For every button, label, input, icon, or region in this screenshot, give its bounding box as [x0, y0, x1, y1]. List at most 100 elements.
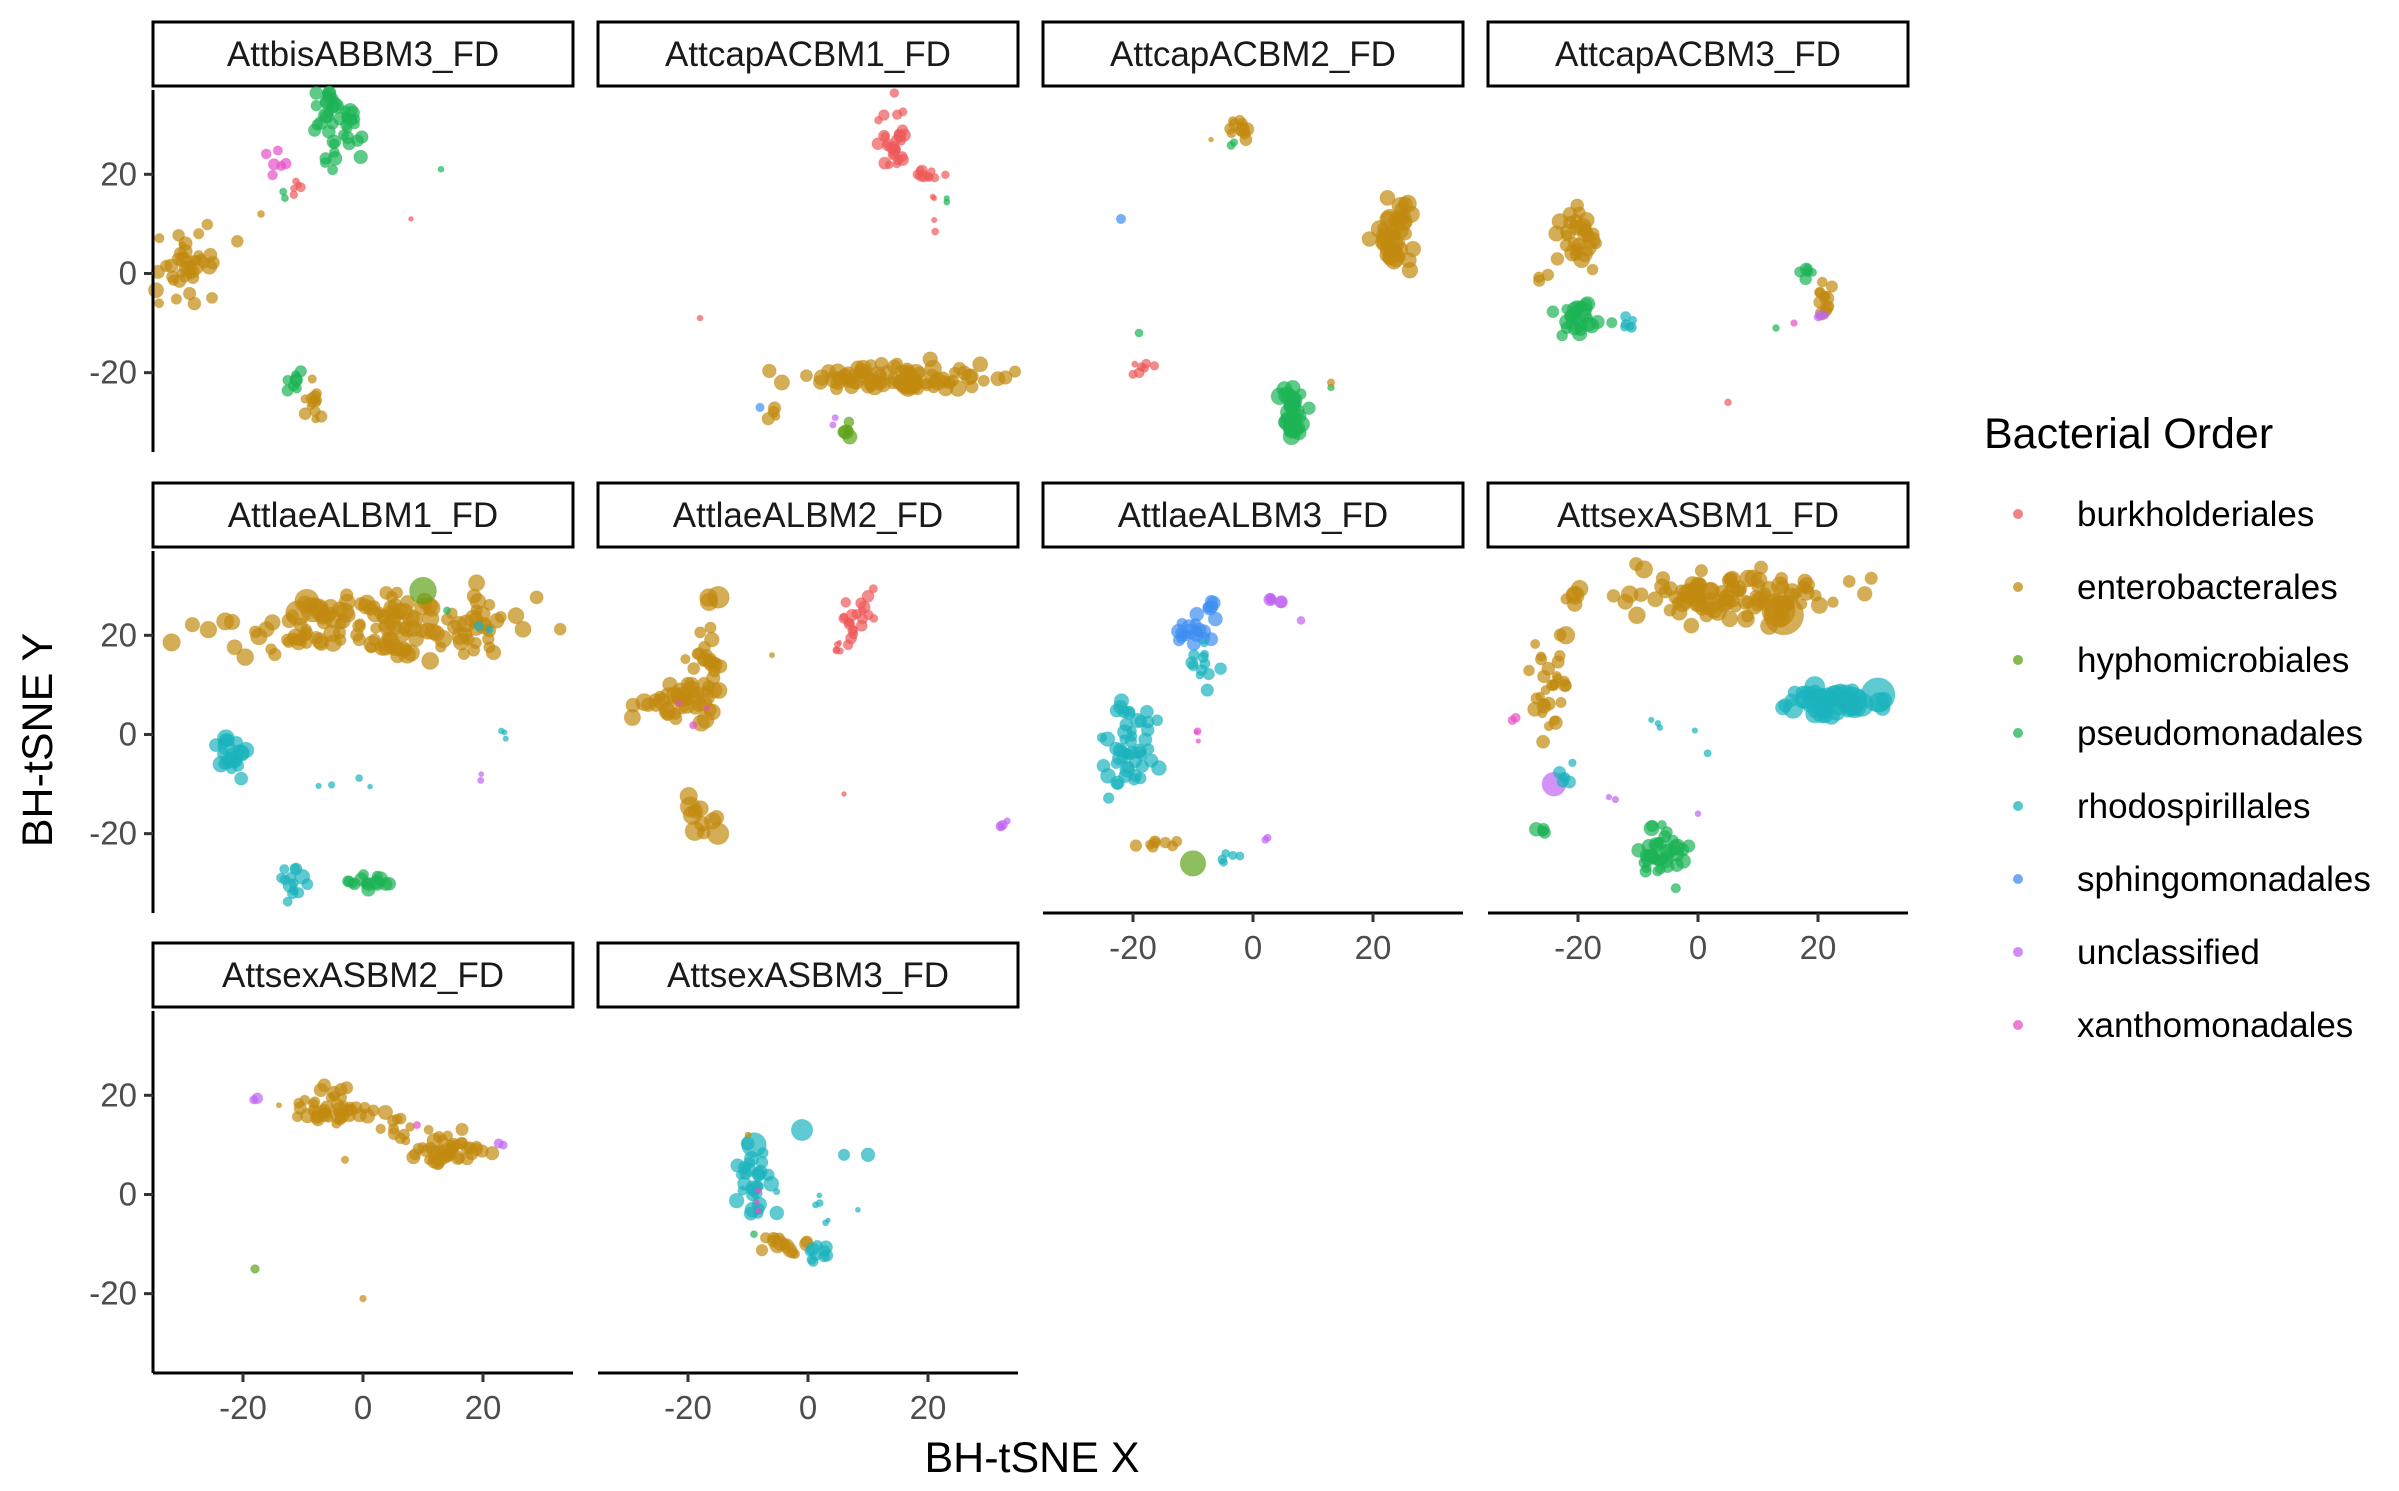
facet-points	[696, 88, 1022, 445]
facet-strip	[151, 20, 575, 88]
legend-key	[2013, 728, 2023, 738]
facet-AttsexASBM2_FD: AttsexASBM2_FD 20 0 -20 -20 0 20	[89, 941, 575, 1426]
facet-strip-label: AttsexASBM2_FD	[222, 956, 504, 995]
data-point-enterobacterales	[1763, 594, 1805, 636]
data-point-rhodospirillales	[860, 1147, 876, 1163]
data-point-rhodospirillales	[812, 1201, 820, 1209]
x-tick-label: 20	[465, 1389, 502, 1426]
data-point-rhodospirillales	[1783, 698, 1804, 719]
data-point-enterobacterales	[1810, 596, 1829, 614]
data-point-enterobacterales	[1530, 638, 1541, 650]
data-point-enterobacterales	[460, 1152, 474, 1166]
data-point-rhodospirillales	[288, 885, 299, 896]
data-point-rhodospirillales	[751, 1168, 766, 1182]
x-tick-label: 0	[799, 1389, 817, 1426]
data-point-rhodospirillales	[1119, 734, 1130, 745]
data-point-enterobacterales	[257, 210, 265, 218]
data-point-burkholderiales	[931, 227, 940, 236]
data-point-burkholderiales	[931, 216, 938, 224]
data-point-enterobacterales	[1541, 696, 1556, 711]
data-point-burkholderiales	[1149, 361, 1160, 371]
data-point-rhodospirillales	[1121, 760, 1135, 774]
data-point-enterobacterales	[350, 628, 364, 642]
legend-title: Bacterial Order	[1984, 410, 2273, 458]
facet-points	[623, 584, 1011, 846]
data-point-enterobacterales	[691, 648, 704, 660]
data-point-enterobacterales	[427, 1151, 440, 1164]
data-point-enterobacterales	[398, 1128, 411, 1141]
data-point-enterobacterales	[446, 1141, 460, 1156]
data-point-rhodospirillales	[485, 625, 494, 634]
data-point-enterobacterales	[469, 593, 487, 610]
data-point-enterobacterales	[1224, 122, 1236, 135]
data-point-unclassified	[1694, 810, 1702, 818]
data-point-rhodospirillales	[502, 735, 509, 742]
data-point-pseudomonadales	[1573, 300, 1587, 314]
data-point-rhodospirillales	[728, 1192, 745, 1209]
data-point-enterobacterales	[853, 365, 866, 378]
data-point-rhodospirillales	[276, 872, 287, 884]
facet-strip-label: AttcapACBM1_FD	[665, 35, 951, 74]
data-point-enterobacterales	[275, 1102, 283, 1109]
data-point-pseudomonadales	[943, 195, 950, 202]
data-point-enterobacterales	[799, 369, 813, 383]
data-point-enterobacterales	[223, 613, 241, 631]
data-point-burkholderiales	[1133, 367, 1145, 379]
data-point-rhodospirillales	[741, 1132, 767, 1158]
data-point-enterobacterales	[972, 356, 989, 373]
data-point-enterobacterales	[1566, 596, 1583, 612]
data-point-enterobacterales	[770, 1232, 781, 1243]
data-point-unclassified	[477, 776, 485, 785]
data-point-burkholderiales	[863, 609, 874, 621]
legend-key	[2013, 1020, 2023, 1030]
data-point-enterobacterales	[167, 274, 180, 287]
data-point-enterobacterales	[1208, 136, 1214, 143]
data-point-burkholderiales	[696, 314, 704, 322]
facet-strip-label: AttlaeALBM2_FD	[673, 496, 943, 535]
data-point-enterobacterales	[1586, 263, 1599, 276]
data-point-rhodospirillales	[1620, 311, 1632, 323]
data-point-burkholderiales	[868, 584, 878, 594]
data-point-enterobacterales	[170, 293, 183, 305]
data-point-pseudomonadales	[1670, 883, 1682, 894]
data-point-pseudomonadales	[1802, 263, 1813, 274]
legend-item-rhodospirillales: rhodospirillales	[2013, 787, 2310, 826]
data-point-enterobacterales	[374, 640, 391, 656]
legend-key	[2013, 947, 2023, 957]
data-point-rhodospirillales	[1144, 753, 1159, 768]
data-point-enterobacterales	[446, 619, 462, 635]
data-point-burkholderiales	[893, 130, 904, 141]
data-point-enterobacterales	[1555, 696, 1567, 709]
data-point-enterobacterales	[1628, 606, 1646, 625]
data-point-enterobacterales	[437, 1149, 453, 1164]
data-point-rhodospirillales	[825, 1217, 831, 1223]
facet-strip	[1486, 20, 1910, 88]
legend-label: enterobacterales	[2077, 568, 2338, 607]
facet-AttlaeALBM2_FD: AttlaeALBM2_FD	[596, 481, 1020, 846]
data-point-burkholderiales	[294, 181, 303, 189]
data-point-rhodospirillales	[819, 1240, 833, 1255]
data-point-enterobacterales	[148, 282, 164, 299]
data-point-enterobacterales	[1827, 596, 1839, 609]
legend-label: sphingomonadales	[2077, 860, 2371, 899]
facet-strip-label: AttsexASBM1_FD	[1557, 496, 1839, 535]
facet-strip	[596, 20, 1020, 88]
data-point-burkholderiales	[927, 167, 936, 176]
data-point-unclassified	[1296, 615, 1306, 625]
data-point-enterobacterales	[1530, 692, 1543, 705]
x-tick-label: 20	[1355, 929, 1392, 966]
data-point-enterobacterales	[421, 651, 440, 670]
data-point-burkholderiales	[855, 619, 868, 632]
data-point-enterobacterales	[201, 218, 214, 231]
data-point-enterobacterales	[838, 368, 853, 383]
data-point-rhodospirillales	[1200, 683, 1215, 697]
data-point-rhodospirillales	[1151, 714, 1164, 727]
data-point-enterobacterales	[1391, 196, 1410, 215]
data-point-pseudomonadales	[1643, 848, 1658, 863]
x-tick-label: 20	[910, 1389, 947, 1426]
facet-strip	[151, 481, 575, 549]
data-point-rhodospirillales	[1628, 315, 1638, 325]
data-point-enterobacterales	[1617, 593, 1634, 610]
data-point-enterobacterales	[998, 370, 1013, 385]
legend-item-xanthomonadales: xanthomonadales	[2013, 1006, 2353, 1045]
